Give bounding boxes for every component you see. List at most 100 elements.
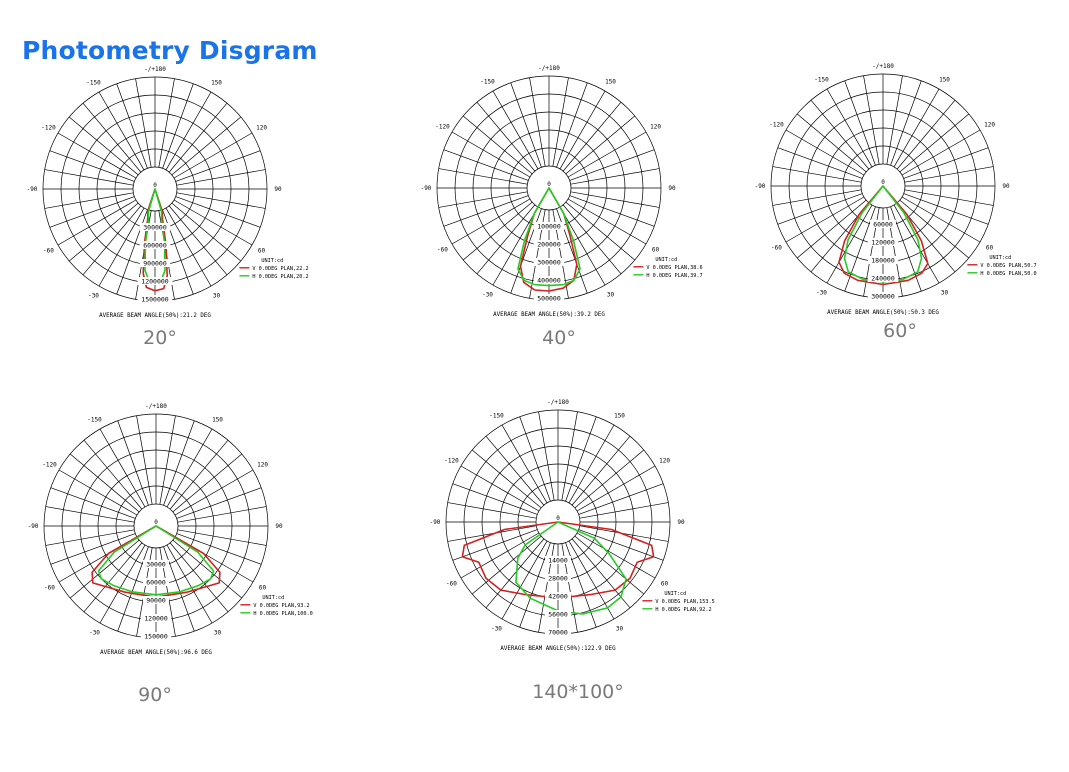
ring-label: 42000 (548, 593, 568, 601)
ring-label: 150000 (144, 633, 168, 641)
ring-label-bg (533, 222, 565, 230)
grid-spoke (175, 196, 261, 228)
grid-spoke (169, 439, 229, 510)
grid-spoke (173, 199, 253, 246)
grid-spoke (556, 82, 588, 168)
grid-spoke (162, 83, 194, 169)
grid-spoke (569, 149, 655, 181)
angle-label: 60 (259, 585, 267, 592)
angle-label: -60 (446, 581, 457, 588)
ring-label: 1500000 (141, 296, 168, 304)
unit-label: UNIT:cd (989, 255, 1011, 261)
ring-label-bg (139, 259, 171, 267)
grid-spoke (501, 424, 548, 504)
grid-spoke (578, 483, 664, 515)
grid-spoke (510, 82, 542, 168)
center-label: 0 (154, 519, 158, 526)
angle-label: 90 (677, 519, 685, 526)
grid-spoke (576, 465, 656, 512)
grid-spoke (171, 116, 242, 176)
angle-label: -150 (86, 79, 101, 86)
grid-spoke (890, 80, 922, 166)
angle-label: 150 (211, 79, 222, 86)
unit-label: UNIT:cd (262, 595, 284, 601)
angle-label: -30 (482, 292, 493, 299)
series-curve-h (97, 525, 215, 596)
chart-caption-60: 60° (883, 320, 917, 342)
top-angle-label: -/+180 (145, 403, 167, 410)
grid-spoke (447, 502, 537, 519)
polar-chart-140x100: -/+180 -150 150 -120 120 -90 90 -60 60 -30 30 0 1400… (422, 396, 722, 670)
grid-spoke (903, 147, 989, 179)
ring-label: 300000 (537, 259, 561, 267)
grid-spoke (559, 206, 606, 286)
ring-label: 900000 (143, 260, 167, 268)
angle-label: -90 (755, 183, 766, 190)
grid-spoke (571, 435, 631, 506)
ring-label: 120000 (871, 239, 895, 247)
ring-label: 28000 (548, 575, 568, 583)
chart-caption-40: 40° (542, 327, 576, 349)
ring-label-bg (545, 574, 571, 582)
chart-caption-20: 20° (143, 327, 177, 349)
series-curve-v (838, 185, 929, 286)
ring-label-bg (545, 556, 571, 564)
legend-entry: V 0.0DEG PLAN,153.5 (655, 599, 714, 605)
grid-spoke (83, 542, 143, 613)
ring-label: 30000 (146, 561, 166, 569)
grid-spoke (171, 202, 242, 262)
grid-spoke (810, 99, 870, 170)
grid-spoke (476, 101, 536, 172)
grid-spoke (451, 131, 531, 178)
center-label: 0 (153, 182, 157, 189)
ring-label: 60000 (146, 579, 166, 587)
angle-label: -120 (444, 458, 459, 465)
grid-spoke (559, 90, 606, 170)
ring-label-bg (143, 578, 169, 586)
grid-spoke (772, 166, 862, 183)
grid-spoke (578, 529, 664, 561)
grid-spoke (98, 207, 145, 287)
grid-spoke (562, 204, 622, 275)
grid-spoke (462, 201, 533, 261)
grid-spoke (574, 535, 645, 595)
grid-spoke (176, 169, 266, 186)
angle-label: 30 (214, 630, 222, 637)
ring-label: 90000 (146, 597, 166, 605)
grid-spoke (568, 540, 615, 620)
grid-spoke (173, 132, 253, 179)
grid-spoke (826, 204, 873, 284)
grid-spoke (438, 191, 528, 208)
angle-label: -60 (437, 247, 448, 254)
grid-spoke (452, 483, 538, 515)
ring-label-bg (533, 276, 565, 284)
beam-angle-footer: AVERAGE BEAM ANGLE(50%):50.3 DEG (827, 310, 939, 316)
ring-label: 300000 (871, 293, 895, 301)
ring-label: 400000 (537, 277, 561, 285)
ring-label: 56000 (548, 611, 568, 619)
grid-spoke (538, 411, 555, 501)
beam-angle-footer: AVERAGE BEAM ANGLE(50%):21.2 DEG (99, 313, 211, 319)
ring-label-bg (139, 223, 171, 231)
ring-label-bg (533, 240, 565, 248)
grid-spoke (176, 533, 262, 565)
ring-label-bg (139, 241, 171, 249)
grid-spoke (166, 544, 213, 624)
series-curve-v (519, 187, 578, 292)
chart-caption-90: 90° (138, 684, 172, 706)
top-angle-label: -/+180 (144, 66, 166, 73)
grid-spoke (69, 453, 140, 513)
grid-spoke (168, 102, 228, 173)
grid-spoke (44, 192, 134, 209)
ring-label-bg (137, 277, 173, 285)
beam-angle-footer: AVERAGE BEAM ANGLE(50%):96.6 DEG (100, 650, 212, 656)
legend-entry: V 0.0DEG PLAN,38.6 (646, 265, 702, 271)
legend-entry: H 0.0DEG PLAN,39.7 (646, 273, 702, 279)
grid-spoke (785, 196, 865, 243)
grid-spoke (438, 168, 528, 185)
angle-label: -120 (769, 122, 784, 129)
grid-spoke (172, 539, 243, 599)
ring-label-bg (545, 610, 571, 618)
unit-label: UNIT:cd (664, 591, 686, 597)
grid-spoke (117, 420, 149, 506)
